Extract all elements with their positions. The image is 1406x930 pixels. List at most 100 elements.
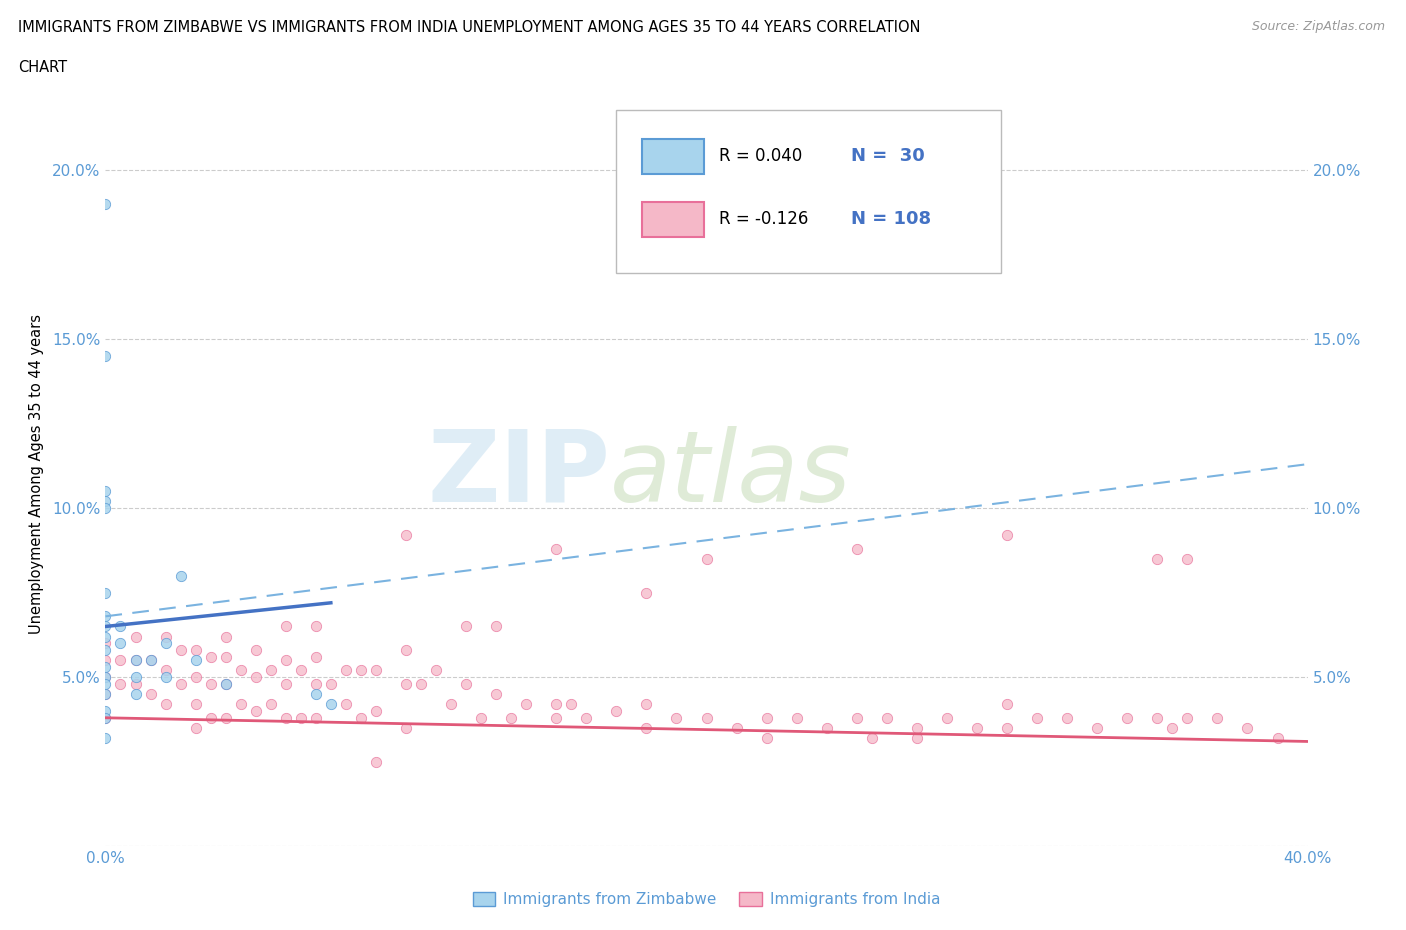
Point bbox=[94, 676, 117, 691]
Point bbox=[454, 619, 477, 634]
Point bbox=[905, 721, 928, 736]
Point bbox=[350, 711, 373, 725]
Text: CHART: CHART bbox=[18, 60, 67, 75]
Point bbox=[665, 711, 688, 725]
Point bbox=[155, 697, 177, 711]
Point bbox=[94, 349, 117, 364]
Point bbox=[124, 630, 146, 644]
Point bbox=[755, 711, 778, 725]
Point bbox=[214, 676, 236, 691]
Point bbox=[245, 670, 267, 684]
Point bbox=[124, 653, 146, 668]
Point bbox=[94, 494, 117, 509]
Y-axis label: Unemployment Among Ages 35 to 44 years: Unemployment Among Ages 35 to 44 years bbox=[30, 314, 44, 634]
FancyBboxPatch shape bbox=[616, 110, 1001, 273]
Text: Source: ZipAtlas.com: Source: ZipAtlas.com bbox=[1251, 20, 1385, 33]
Point bbox=[94, 653, 117, 668]
Point bbox=[214, 711, 236, 725]
Point bbox=[124, 653, 146, 668]
Point bbox=[860, 731, 883, 746]
Point bbox=[995, 721, 1018, 736]
Point bbox=[94, 704, 117, 719]
Point bbox=[184, 697, 207, 711]
Point bbox=[1161, 721, 1184, 736]
Point bbox=[214, 649, 236, 664]
Point bbox=[94, 500, 117, 515]
Point bbox=[1175, 711, 1198, 725]
Point bbox=[274, 711, 297, 725]
Point bbox=[755, 731, 778, 746]
Point bbox=[155, 663, 177, 678]
Point bbox=[94, 670, 117, 684]
Point bbox=[696, 711, 718, 725]
Text: N = 108: N = 108 bbox=[851, 210, 931, 228]
Point bbox=[936, 711, 959, 725]
Point bbox=[124, 676, 146, 691]
Point bbox=[786, 711, 808, 725]
Point bbox=[636, 697, 658, 711]
Point bbox=[305, 686, 328, 701]
Point bbox=[214, 630, 236, 644]
Point bbox=[305, 649, 328, 664]
Point bbox=[214, 676, 236, 691]
Point bbox=[274, 653, 297, 668]
Point bbox=[1085, 721, 1108, 736]
Point bbox=[335, 663, 357, 678]
Point bbox=[94, 636, 117, 651]
Point bbox=[335, 697, 357, 711]
Point bbox=[845, 541, 868, 556]
Point bbox=[94, 670, 117, 684]
Point bbox=[966, 721, 988, 736]
Point bbox=[575, 711, 598, 725]
Legend: Immigrants from Zimbabwe, Immigrants from India: Immigrants from Zimbabwe, Immigrants fro… bbox=[467, 885, 946, 913]
Point bbox=[605, 704, 627, 719]
Point bbox=[425, 663, 447, 678]
Point bbox=[409, 676, 432, 691]
Point bbox=[1206, 711, 1229, 725]
Point bbox=[94, 609, 117, 624]
Point bbox=[200, 676, 222, 691]
Point bbox=[110, 619, 132, 634]
Point bbox=[155, 636, 177, 651]
Text: N =  30: N = 30 bbox=[851, 147, 925, 165]
Point bbox=[1175, 551, 1198, 566]
Point bbox=[169, 676, 191, 691]
Point bbox=[245, 704, 267, 719]
Point bbox=[319, 697, 342, 711]
Point bbox=[139, 653, 162, 668]
Point bbox=[184, 721, 207, 736]
Point bbox=[546, 541, 568, 556]
Point bbox=[485, 686, 508, 701]
Point bbox=[110, 653, 132, 668]
Point bbox=[305, 619, 328, 634]
Point bbox=[94, 686, 117, 701]
Point bbox=[274, 676, 297, 691]
Point bbox=[395, 643, 418, 658]
Point bbox=[94, 711, 117, 725]
Point bbox=[696, 551, 718, 566]
Point bbox=[501, 711, 523, 725]
Point bbox=[876, 711, 898, 725]
Point bbox=[184, 653, 207, 668]
Point bbox=[110, 676, 132, 691]
Point bbox=[94, 196, 117, 211]
Point bbox=[139, 653, 162, 668]
Point bbox=[1236, 721, 1258, 736]
Point bbox=[245, 643, 267, 658]
Point bbox=[546, 711, 568, 725]
Point bbox=[290, 711, 312, 725]
Point bbox=[94, 643, 117, 658]
Point bbox=[636, 585, 658, 600]
Point bbox=[995, 697, 1018, 711]
Point bbox=[94, 585, 117, 600]
Point bbox=[169, 568, 191, 583]
Point bbox=[636, 721, 658, 736]
Point bbox=[94, 484, 117, 498]
Point bbox=[1116, 711, 1139, 725]
Point bbox=[364, 704, 387, 719]
Point bbox=[364, 754, 387, 769]
Point bbox=[94, 619, 117, 634]
Point bbox=[94, 731, 117, 746]
Point bbox=[440, 697, 463, 711]
Point bbox=[124, 670, 146, 684]
